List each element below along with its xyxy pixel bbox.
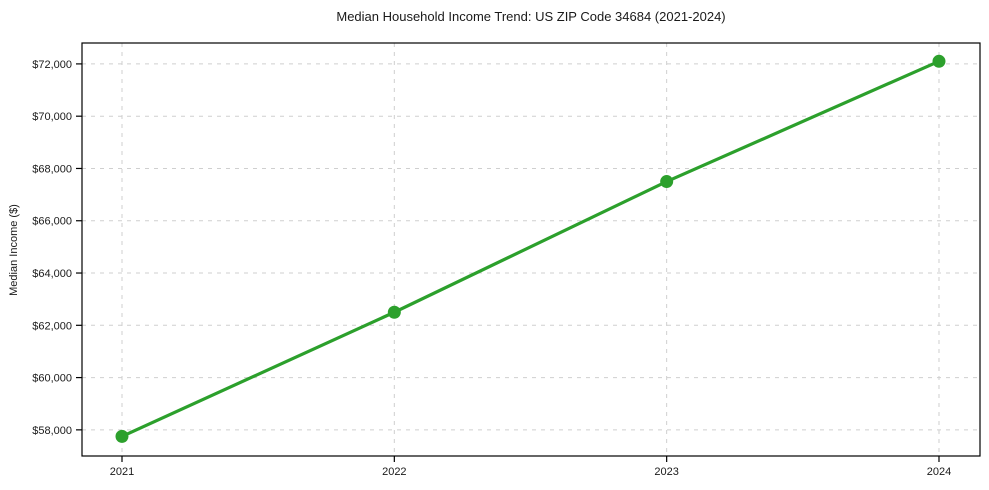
x-tick-label: 2024 <box>927 466 951 478</box>
y-tick-label: $70,000 <box>32 111 72 123</box>
tick-marks <box>76 63 940 462</box>
y-tick-label: $72,000 <box>32 59 72 71</box>
x-tick-labels: 2021 2022 2023 2024 <box>110 466 951 478</box>
x-tick-label: 2021 <box>110 466 134 478</box>
x-tick-label: 2023 <box>654 466 678 478</box>
data-points <box>115 54 946 443</box>
y-tick-label: $58,000 <box>32 425 72 437</box>
grid-lines <box>82 43 980 456</box>
y-tick-label: $66,000 <box>32 216 72 228</box>
x-tick-label: 2022 <box>382 466 406 478</box>
y-tick-label: $60,000 <box>32 373 72 385</box>
plot-border <box>81 42 981 457</box>
y-tick-labels: $58,000 $60,000 $62,000 $64,000 $66,000 $68,0… <box>32 59 72 437</box>
data-point <box>932 54 946 68</box>
data-point <box>387 305 401 319</box>
y-tick-label: $62,000 <box>32 320 72 332</box>
chart-title: Median Household Income Trend: US ZIP Co… <box>336 9 726 24</box>
data-point <box>660 175 674 189</box>
y-tick-label: $64,000 <box>32 268 72 280</box>
trend-line <box>120 59 941 438</box>
y-tick-label: $68,000 <box>32 163 72 175</box>
data-point <box>115 429 129 443</box>
